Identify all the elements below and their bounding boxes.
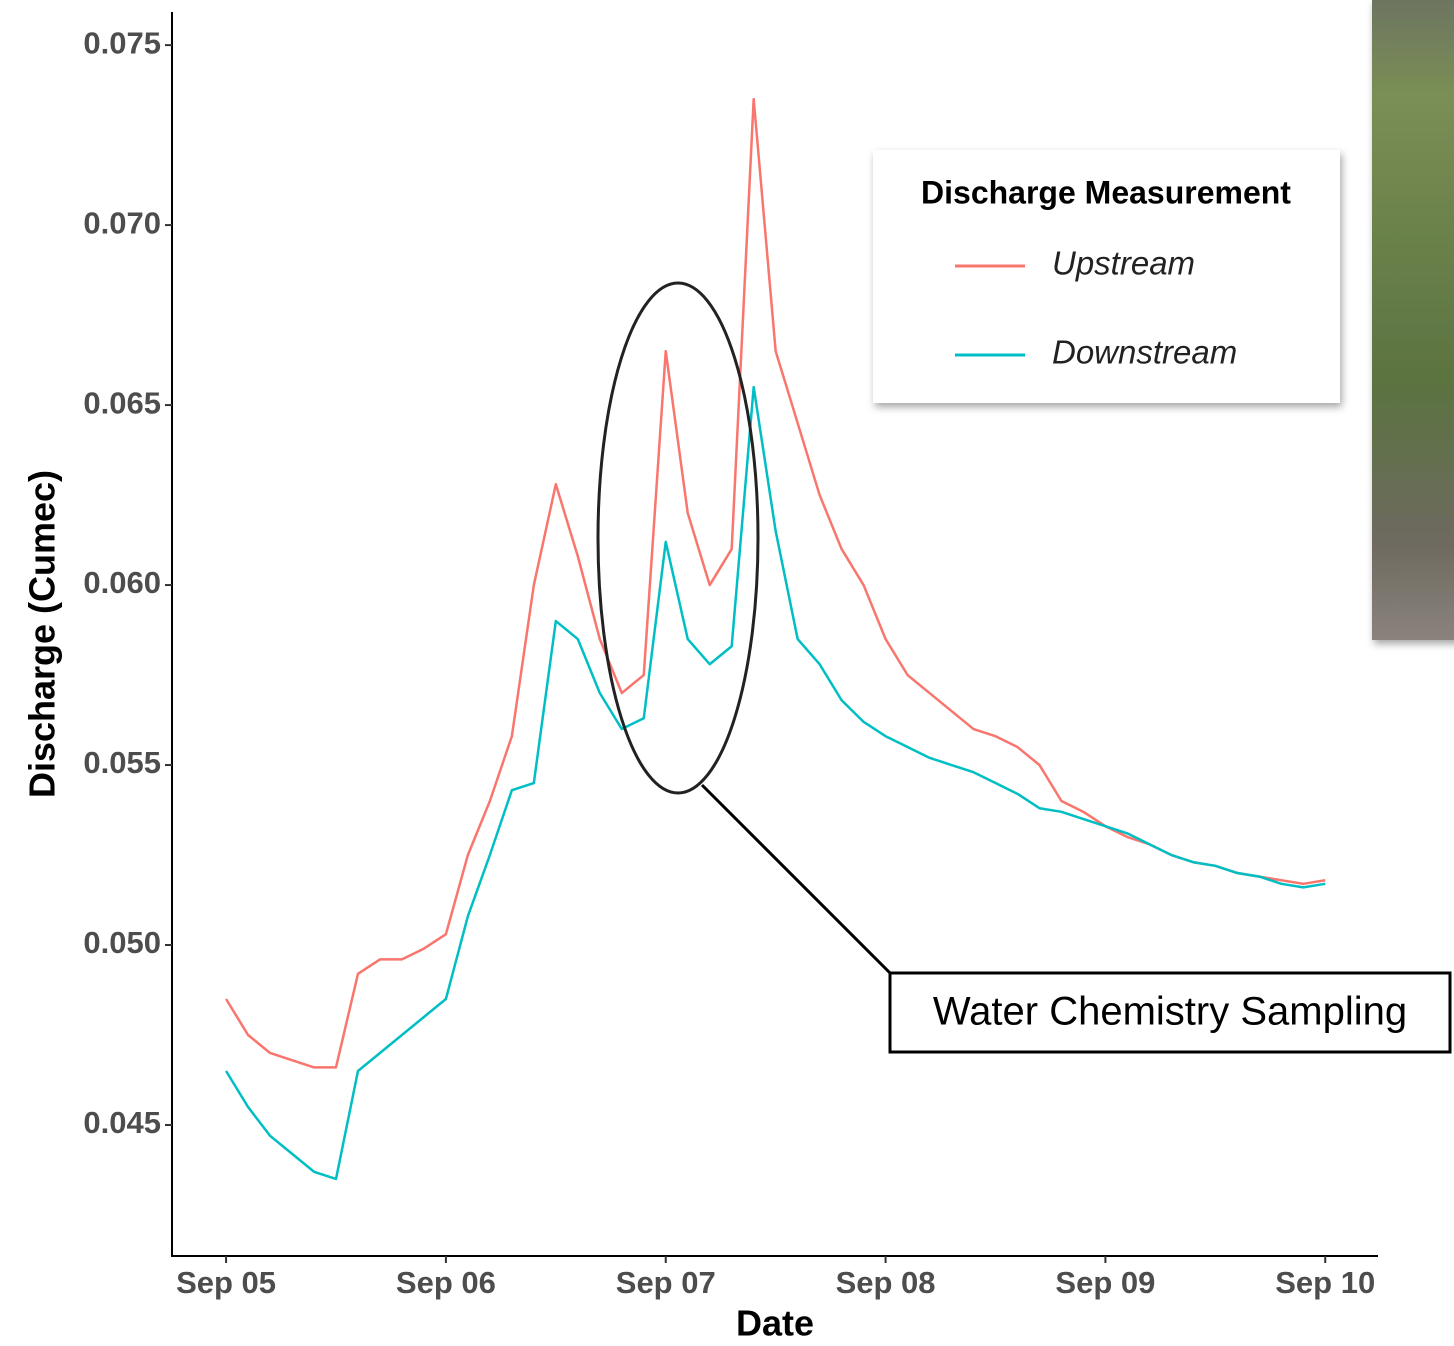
x-tick-label: Sep 06 [396, 1265, 496, 1300]
legend-label: Downstream [1052, 334, 1237, 371]
y-tick-label: 0.060 [83, 565, 161, 600]
callout-line [700, 783, 892, 975]
y-axis-title: Discharge (Cumec) [22, 470, 63, 798]
legend-label: Upstream [1052, 245, 1195, 282]
x-tick-label: Sep 09 [1055, 1265, 1155, 1300]
legend-box [873, 150, 1340, 403]
y-tick-label: 0.050 [83, 925, 161, 960]
legend: Discharge Measurement Upstream Downstream [873, 150, 1340, 403]
y-tick-label: 0.075 [83, 25, 161, 60]
x-tick-label: Sep 10 [1275, 1265, 1375, 1300]
data-line [225, 385, 1326, 1181]
x-tick-label: Sep 07 [616, 1265, 716, 1300]
x-tick-label: Sep 05 [176, 1265, 276, 1300]
y-tick-label: 0.055 [83, 745, 161, 780]
y-tick-label: 0.070 [83, 205, 161, 240]
plot-area [225, 97, 1326, 1181]
callout-box [888, 971, 1452, 1054]
legend-title: Discharge Measurement [921, 174, 1291, 210]
y-tick-label: 0.065 [83, 385, 161, 420]
annotation: Water Chemistry Sampling [933, 990, 1407, 1034]
x-tick-label: Sep 08 [836, 1265, 936, 1300]
photo [1372, 0, 1454, 640]
y-tick-label: 0.045 [83, 1105, 161, 1140]
highlight-ellipse [596, 281, 760, 795]
x-axis-title: Date [736, 1303, 814, 1344]
